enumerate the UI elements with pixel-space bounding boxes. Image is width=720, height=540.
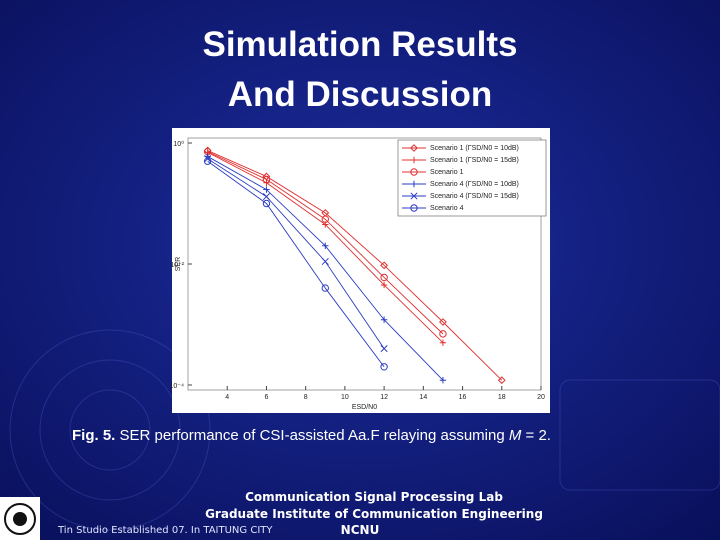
legend: Scenario 1 (ΓSD/N0 = 10dB) Scenario 1 (ΓS… (397, 139, 547, 217)
marker (410, 180, 418, 188)
marker (380, 273, 388, 282)
marker (321, 284, 329, 292)
caption-var: M (509, 427, 522, 444)
y-tick-label: 10⁰ (173, 140, 184, 148)
marker (262, 175, 271, 184)
y-tick-label: 10⁻⁴ (170, 383, 185, 390)
series-line (207, 150, 503, 381)
caption: Fig. 5. SER performance of CSI-assisted … (72, 427, 551, 444)
marker (380, 345, 388, 353)
marker (439, 318, 447, 326)
marker (410, 192, 418, 200)
marker (321, 257, 329, 266)
caption-label: Fig. 5. (72, 427, 115, 444)
marker (439, 377, 447, 384)
studio-note: Tin Studio Established 07. In TAITUNG CI… (57, 525, 273, 536)
x-tick-label: 12 (380, 394, 388, 401)
chart: 4 6 8 10 12 14 16 18 20 10⁰ 10⁻² 10⁻⁴ ESD/N0 SER Scena… (170, 137, 547, 411)
legend-label: Scenario 4 (ΓSD/N0 = 10dB) (430, 181, 519, 188)
x-tick-label: 8 (304, 394, 308, 401)
marker (203, 157, 212, 165)
footer-line: Graduate Institute of Communication Engi… (205, 507, 543, 521)
marker (262, 193, 270, 201)
x-tick-label: 20 (537, 394, 545, 401)
marker (439, 339, 447, 346)
caption-text: SER performance of CSI-assisted Aa.F rel… (120, 427, 505, 444)
x-tick-label: 16 (459, 394, 467, 401)
decoration (9, 329, 720, 531)
legend-label: Scenario 4 (ΓSD/N0 = 15dB) (430, 193, 519, 200)
footer-line: Communication Signal Processing Lab (245, 490, 503, 504)
legend-label: Scenario 1 (ΓSD/N0 = 15dB) (430, 157, 519, 164)
marker (263, 186, 270, 193)
marker (262, 199, 271, 208)
marker (497, 376, 506, 385)
marker (410, 156, 418, 164)
title-line: And Discussion (228, 75, 492, 114)
x-axis-label: ESD/N0 (352, 404, 377, 411)
marker (410, 144, 418, 152)
footer-line: NCNU (341, 523, 380, 537)
marker (321, 215, 329, 223)
y-tick-label: 10⁻² (170, 262, 184, 269)
logo (0, 497, 40, 540)
marker (380, 281, 388, 289)
y-axis-label: SER (175, 257, 182, 271)
x-tick-label: 14 (419, 394, 427, 401)
legend-label: Scenario 4 (430, 205, 464, 212)
marker (439, 330, 447, 338)
legend-label: Scenario 1 (430, 169, 464, 176)
marker (322, 242, 329, 249)
title-line: Simulation Results (202, 25, 517, 64)
series-line (207, 160, 385, 368)
caption-rest: = 2. (526, 427, 551, 444)
legend-box (397, 139, 547, 217)
x-tick-label: 4 (225, 394, 229, 401)
marker (204, 155, 212, 163)
x-tick-label: 10 (341, 394, 349, 401)
marker (380, 363, 388, 371)
marker (410, 204, 418, 212)
x-tick-label: 6 (264, 394, 268, 401)
series-line (207, 158, 385, 349)
legend-label: Scenario 1 (ΓSD/N0 = 10dB) (430, 145, 519, 152)
marker (380, 261, 389, 270)
series-line (207, 151, 444, 335)
marker (410, 168, 418, 176)
x-tick-label: 18 (498, 394, 506, 401)
marker (380, 316, 388, 323)
